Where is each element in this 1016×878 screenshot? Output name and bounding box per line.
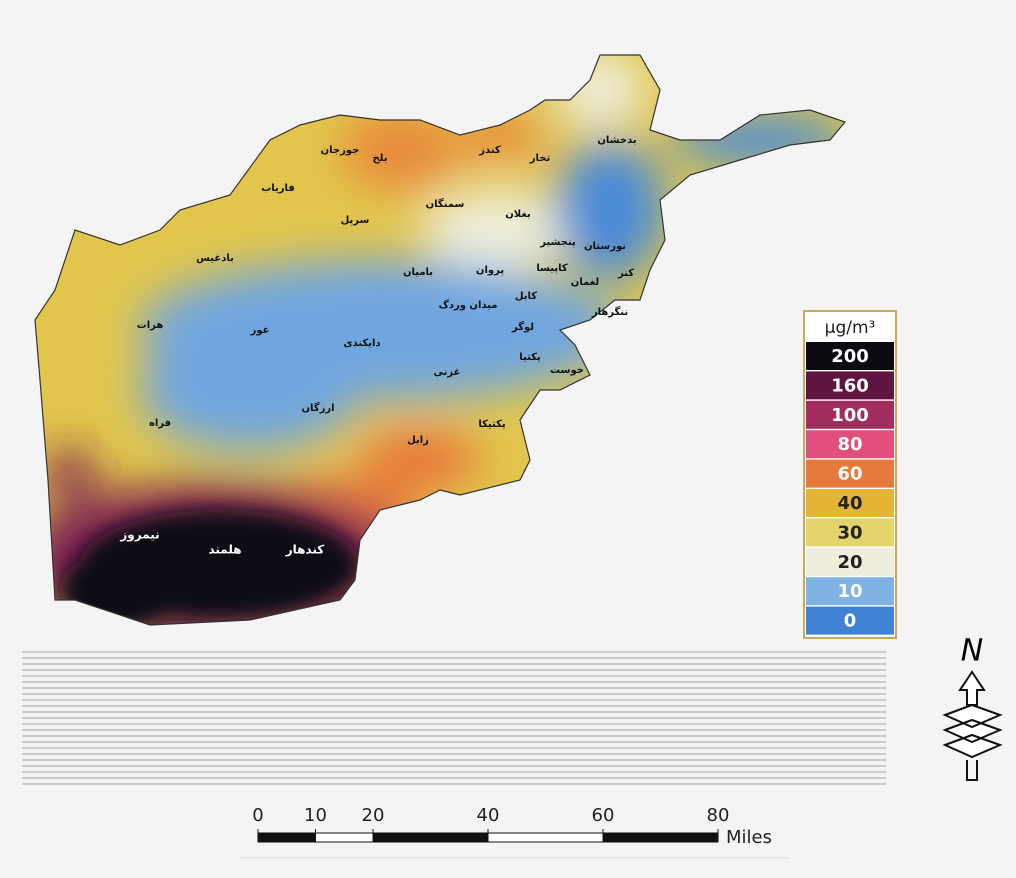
legend-unit: µg/m³ — [825, 318, 876, 338]
legend-swatch — [806, 430, 894, 459]
province-label: کندهار — [285, 543, 325, 557]
legend-label: 100 — [831, 405, 869, 426]
scale-tick-label: 10 — [304, 805, 327, 826]
province-label: خوست — [550, 365, 584, 376]
scale-tick-label: 20 — [362, 805, 385, 826]
province-label: غور — [250, 325, 270, 336]
legend-label: 160 — [831, 375, 869, 396]
province-label: فراه — [149, 418, 171, 429]
province-label: بامیان — [403, 267, 433, 278]
legend-label: 60 — [837, 464, 862, 485]
map — [35, 55, 845, 625]
province-label: پروان — [476, 265, 504, 276]
legend-swatch — [806, 577, 894, 606]
scale-segment — [257, 832, 316, 843]
legend-swatch — [806, 606, 894, 635]
province-label: سمنگان — [426, 197, 465, 210]
province-label: پکتیکا — [478, 419, 506, 430]
province-label: لغمان — [571, 277, 599, 288]
legend-label: 40 — [837, 493, 862, 514]
legend-label: 200 — [831, 346, 869, 367]
province-label: هرات — [137, 320, 164, 331]
province-label: پنجشیر — [539, 237, 576, 248]
north-arrow: N — [942, 634, 1003, 781]
province-label: نیمروز — [119, 528, 159, 543]
province-label: هلمند — [208, 543, 241, 557]
scale-segment — [372, 832, 489, 843]
province-label: تخار — [529, 153, 551, 164]
province-label: ارزگان — [301, 401, 334, 414]
province-label: پکتیا — [519, 352, 541, 363]
province-label: ننگرهار — [591, 305, 628, 318]
province-label: سرپل — [341, 215, 370, 226]
legend-swatch — [806, 518, 894, 547]
scale-tick-label: 40 — [477, 805, 500, 826]
province-labels: بدخشان تخار کندز بلخ جوزجان فاریاب سمنگان سرپل ب… — [119, 135, 636, 557]
north-label: N — [961, 634, 983, 669]
legend-label: 10 — [837, 581, 862, 602]
text-block — [22, 651, 886, 785]
legend-label: 30 — [837, 522, 862, 543]
province-label: فاریاب — [261, 183, 295, 194]
province-label: جوزجان — [321, 145, 360, 156]
north-arrow-layers — [942, 703, 1003, 759]
province-label: غزنی — [434, 367, 461, 378]
scale-segment — [487, 832, 604, 843]
province-label: بغلان — [505, 209, 531, 220]
hotspot-core — [60, 510, 360, 625]
legend-swatch — [806, 400, 894, 429]
scale-tick-label: 80 — [707, 805, 730, 826]
province-label: کندز — [478, 145, 501, 156]
north-arrow-head — [958, 670, 986, 706]
legend-swatch — [806, 547, 894, 576]
legend-label: 0 — [844, 611, 857, 632]
legend-swatch — [806, 489, 894, 517]
province-label: نورستان — [584, 241, 626, 252]
legend-swatch — [806, 342, 894, 370]
province-label: زابل — [407, 435, 429, 446]
north-arrow-tail — [966, 760, 978, 781]
legend-label: 80 — [837, 434, 862, 455]
province-label: لوگر — [511, 320, 534, 333]
legend-swatch — [806, 459, 894, 488]
legend-swatch — [806, 371, 894, 400]
province-label: بلخ — [372, 153, 387, 164]
province-label: کاپیسا — [536, 263, 568, 274]
scale-segment — [602, 832, 719, 843]
scale-unit: Miles — [726, 827, 772, 848]
province-label: بادغیس — [196, 253, 234, 264]
province-label: کنر — [617, 268, 634, 279]
province-label: دایکندی — [343, 338, 380, 349]
scale-tick-label: 60 — [592, 805, 615, 826]
legend-label: 20 — [837, 552, 862, 573]
scale-tick-label: 0 — [252, 805, 263, 826]
scale-segment — [315, 832, 374, 843]
province-label: کابل — [515, 291, 537, 302]
province-label: بدخشان — [597, 135, 636, 146]
province-label: میدان وردگ — [439, 298, 498, 311]
